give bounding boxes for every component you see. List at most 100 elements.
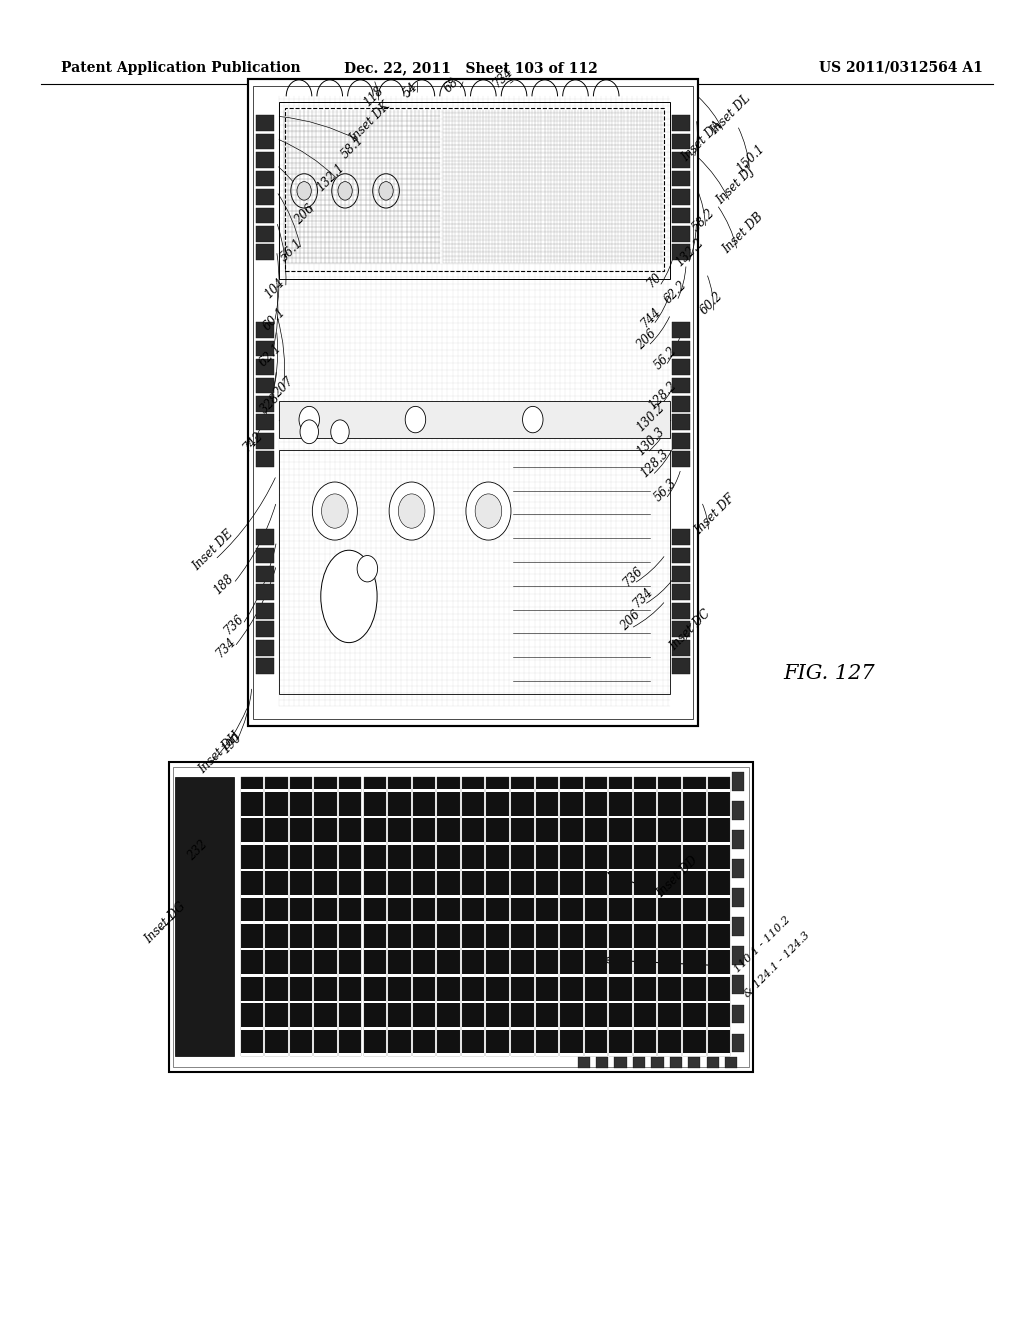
Circle shape [389, 482, 434, 540]
Bar [437, 974, 460, 977]
Bar [256, 341, 274, 356]
Bar [339, 777, 361, 1056]
Bar [241, 895, 263, 898]
Bar [560, 869, 583, 871]
Text: Inset DF: Inset DF [692, 492, 737, 537]
Bar [511, 1027, 534, 1030]
Text: 128.2: 128.2 [646, 379, 679, 412]
Bar [314, 948, 337, 950]
Bar [609, 842, 632, 845]
Bar [364, 1027, 386, 1030]
Bar [486, 1001, 509, 1003]
Bar [560, 842, 583, 845]
Bar [634, 1053, 656, 1056]
Bar [256, 207, 274, 223]
Bar [634, 1001, 656, 1003]
Bar [462, 789, 484, 792]
Bar [241, 816, 263, 818]
Bar [585, 948, 607, 950]
Bar [388, 1001, 411, 1003]
Bar [708, 789, 730, 792]
Text: 734: 734 [631, 585, 656, 610]
Text: Inset DA: Inset DA [679, 117, 725, 164]
Bar [364, 789, 386, 792]
Bar [683, 895, 706, 898]
Bar [241, 777, 263, 1056]
Bar [634, 921, 656, 924]
Bar [634, 1027, 656, 1030]
Bar [536, 1027, 558, 1030]
Bar [560, 948, 583, 950]
Circle shape [338, 182, 352, 201]
Bar [672, 622, 690, 638]
Bar [683, 948, 706, 950]
Bar [672, 548, 690, 564]
Bar [708, 777, 730, 1056]
Bar [672, 603, 690, 619]
Bar [256, 451, 274, 467]
Bar [265, 1027, 288, 1030]
Bar [658, 921, 681, 924]
Bar [265, 921, 288, 924]
Bar [658, 789, 681, 792]
Bar [175, 777, 234, 1056]
Bar [732, 1005, 744, 1023]
Bar [486, 921, 509, 924]
Bar [560, 921, 583, 924]
Text: 58.1: 58.1 [339, 133, 367, 161]
Bar [672, 640, 690, 656]
Bar [634, 948, 656, 950]
Text: 130.3: 130.3 [634, 425, 667, 458]
Text: 58.2: 58.2 [689, 206, 717, 234]
Bar [462, 1053, 484, 1056]
Bar [658, 974, 681, 977]
Text: 68: 68 [441, 75, 461, 95]
Bar [413, 816, 435, 818]
Bar [256, 566, 274, 582]
Text: 110.1 - 110.2: 110.1 - 110.2 [732, 915, 793, 974]
Bar [708, 1027, 730, 1030]
Text: Inset DH: Inset DH [196, 729, 243, 776]
Bar [658, 1001, 681, 1003]
Bar [708, 948, 730, 950]
Bar [732, 830, 744, 849]
Bar [732, 1034, 744, 1052]
Bar [708, 869, 730, 871]
Bar [256, 359, 274, 375]
Bar [609, 777, 632, 1056]
Text: 62.2: 62.2 [662, 279, 689, 306]
Circle shape [406, 407, 426, 433]
Bar [437, 869, 460, 871]
Bar [339, 948, 361, 950]
Bar [265, 869, 288, 871]
Bar [413, 1001, 435, 1003]
Text: 132.2: 132.2 [673, 236, 706, 269]
Bar [658, 816, 681, 818]
Bar [672, 244, 690, 260]
Circle shape [291, 174, 317, 209]
Circle shape [297, 182, 311, 201]
Bar [683, 921, 706, 924]
Text: 206: 206 [617, 609, 643, 634]
Bar [732, 888, 744, 907]
Bar [314, 842, 337, 845]
Bar [256, 244, 274, 260]
Bar [609, 1027, 632, 1030]
Text: 56.1: 56.1 [278, 236, 305, 264]
Bar [290, 1027, 312, 1030]
Bar [672, 170, 690, 186]
Bar [536, 974, 558, 977]
Bar [364, 842, 386, 845]
Bar [314, 869, 337, 871]
Bar [511, 974, 534, 977]
Bar [265, 842, 288, 845]
Bar [683, 869, 706, 871]
Bar [708, 921, 730, 924]
Bar [560, 816, 583, 818]
Bar [388, 789, 411, 792]
Bar [634, 842, 656, 845]
Bar [511, 948, 534, 950]
Bar [658, 895, 681, 898]
Bar [339, 869, 361, 871]
Bar [413, 1053, 435, 1056]
